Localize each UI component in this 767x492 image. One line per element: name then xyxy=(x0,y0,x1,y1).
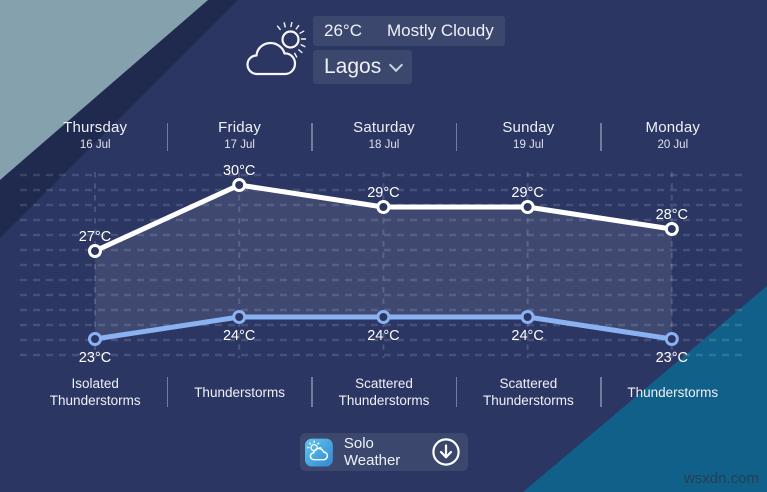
day-date: 20 Jul xyxy=(657,139,689,151)
current-weather-chip: 26°C Mostly Cloudy xyxy=(313,16,505,46)
point-low-3 xyxy=(520,310,535,324)
high-temperature-line xyxy=(92,182,675,254)
condition-row: Isolated Thunderstorms Thunderstorms Scatt… xyxy=(23,370,745,414)
point-high-3 xyxy=(520,200,535,214)
point-low-2 xyxy=(376,310,391,324)
day-column-friday: Friday 17 Jul xyxy=(167,118,314,151)
point-low-4 xyxy=(664,332,679,346)
day-name: Thursday xyxy=(63,119,128,136)
day-condition-0: Isolated Thunderstorms xyxy=(23,370,169,414)
day-name: Monday xyxy=(645,119,701,136)
day-date: 16 Jul xyxy=(79,139,111,151)
day-date: 19 Jul xyxy=(513,139,544,151)
day-name: Sunday xyxy=(502,119,555,136)
temp-label-low-0: 23°C xyxy=(79,350,111,366)
download-circle-icon[interactable] xyxy=(431,437,461,467)
point-high-2 xyxy=(376,200,391,214)
day-date: 18 Jul xyxy=(368,139,400,151)
chevron-down-icon xyxy=(389,57,404,72)
app-sun-rays xyxy=(306,439,322,448)
temp-label-low-2: 24°C xyxy=(367,328,399,344)
temp-label-high-4: 28°C xyxy=(656,207,688,223)
city-name: Lagos xyxy=(324,55,382,78)
day-date: 17 Jul xyxy=(224,139,255,151)
temperature-band-fill xyxy=(95,185,672,339)
point-high-0 xyxy=(88,244,102,258)
temp-label-high-3: 29°C xyxy=(511,185,543,201)
point-high-4 xyxy=(664,222,679,236)
sun-circle xyxy=(281,30,300,49)
point-low-1 xyxy=(232,310,247,324)
temp-label-high-1: 30°C xyxy=(223,163,255,179)
day-column-sunday: Sunday 19 Jul xyxy=(456,118,603,151)
low-temperature-line xyxy=(92,314,675,342)
day-name: Saturday xyxy=(353,119,415,136)
cloud-sun-icon xyxy=(246,22,307,76)
point-low-0 xyxy=(88,332,102,346)
sun-rays xyxy=(276,22,307,58)
day-column-monday: Monday 20 Jul xyxy=(601,118,745,151)
temp-label-high-2: 29°C xyxy=(367,185,399,201)
point-high-1 xyxy=(232,178,247,192)
temp-label-low-3: 24°C xyxy=(511,328,543,344)
day-condition-4: Thunderstorms xyxy=(627,384,719,400)
app-name: Solo Weather xyxy=(343,435,401,469)
day-condition-2: Scattered Thunderstorms xyxy=(312,370,458,414)
day-column-saturday: Saturday 18 Jul xyxy=(312,118,458,151)
day-condition-3: Scattered Thunderstorms xyxy=(456,370,603,414)
current-condition: Mostly Cloudy xyxy=(386,21,494,40)
watermark: wsxdn.com xyxy=(683,470,759,487)
cloud-shape xyxy=(246,41,297,76)
day-condition-1: Thunderstorms xyxy=(167,370,314,414)
day-column-thursday: Thursday 16 Jul xyxy=(23,118,169,151)
temp-label-high-0: 27°C xyxy=(79,229,111,245)
solo-weather-app-icon xyxy=(305,438,333,466)
day-name: Friday xyxy=(218,119,262,136)
day-header-row: Thursday 16 Jul Friday 17 Jul Saturday 18 Jul… xyxy=(23,118,745,151)
app-cloud-shape xyxy=(309,447,329,460)
solo-weather-banner[interactable]: Solo Weather xyxy=(300,433,468,471)
temp-label-low-1: 24°C xyxy=(223,328,255,344)
city-selector[interactable]: Lagos xyxy=(313,50,413,84)
current-temperature: 26°C xyxy=(324,21,362,40)
